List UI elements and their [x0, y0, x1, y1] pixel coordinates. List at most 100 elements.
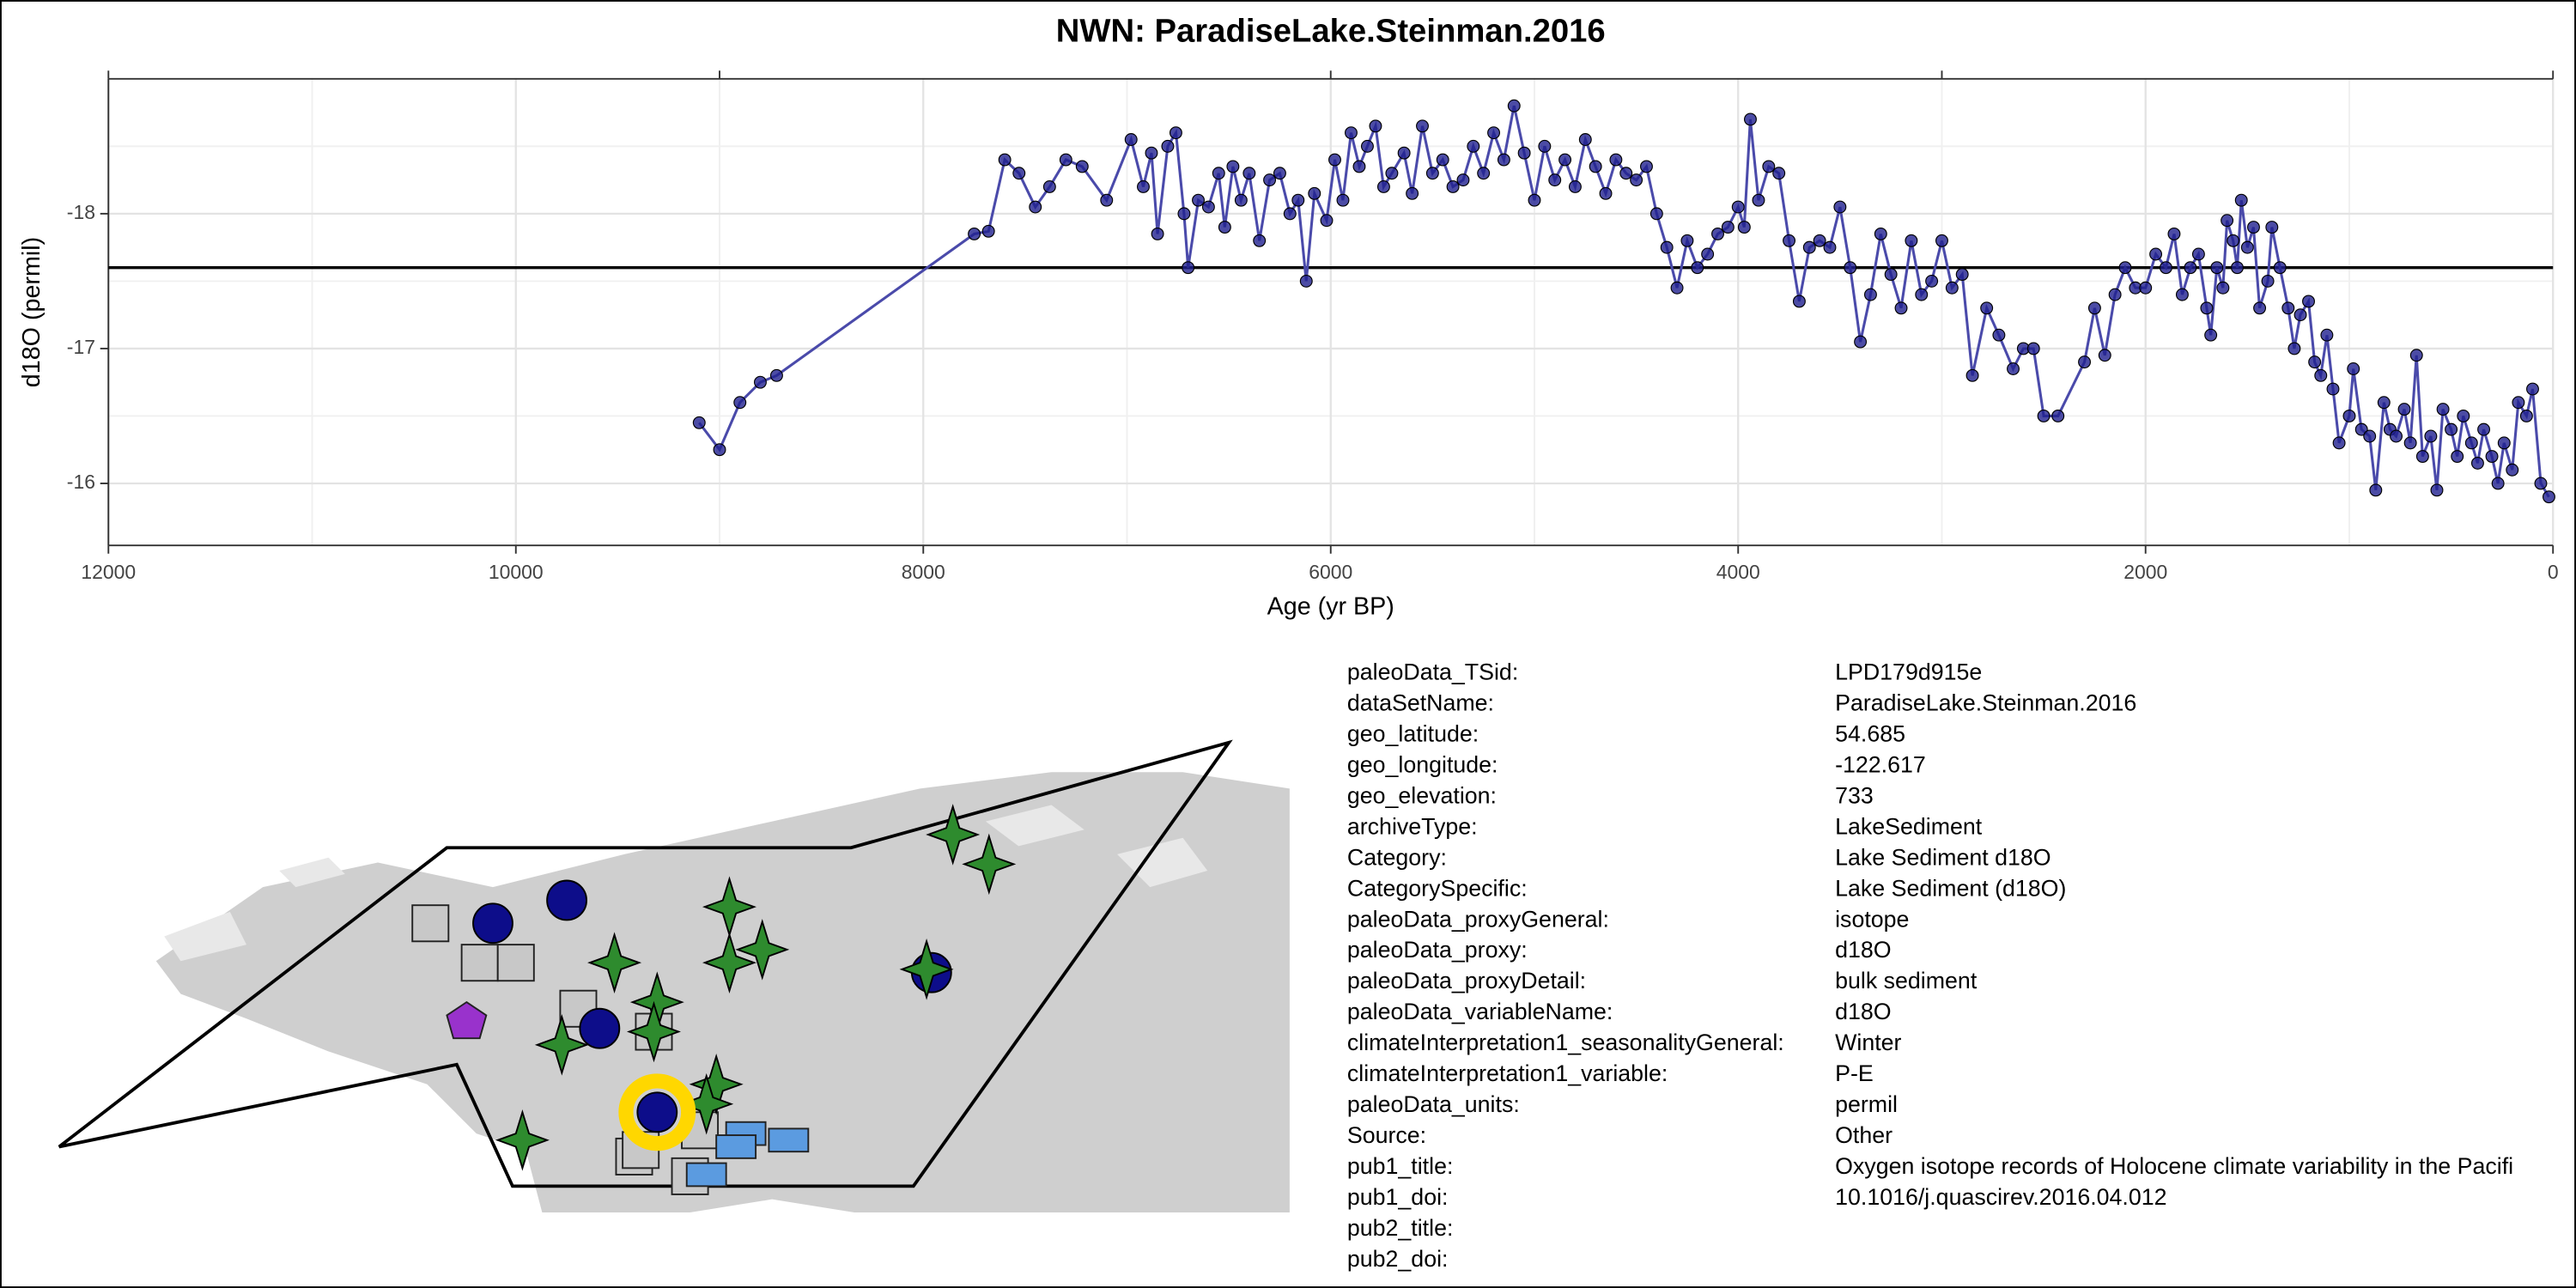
metadata-value: d18O — [1835, 937, 1891, 963]
data-point — [2216, 281, 2230, 295]
data-point — [2149, 247, 2163, 261]
data-point — [2464, 436, 2478, 450]
x-tick-label: 0 — [2548, 561, 2559, 583]
data-point — [1477, 167, 1491, 180]
data-point — [2293, 308, 2307, 322]
y-tick-label: -17 — [67, 336, 95, 358]
data-point — [1640, 160, 1653, 173]
metadata-value: permil — [1835, 1091, 1898, 1117]
data-point — [1308, 186, 1321, 200]
data-point — [1680, 234, 1694, 247]
metadata: paleoData_TSid: LPD179d915e dataSetName: Pa… — [1347, 659, 2513, 1272]
map-circle — [579, 1007, 621, 1049]
data-point — [2543, 490, 2555, 504]
data-point — [1397, 146, 1411, 160]
data-point — [2526, 382, 2539, 396]
data-point — [2247, 221, 2260, 234]
metadata-value: bulk sediment — [1835, 968, 1978, 993]
metadata-value: isotope — [1835, 906, 1909, 932]
data-point — [1336, 193, 1350, 207]
metadata-key: Category: — [1347, 844, 1447, 870]
metadata-key: pub1_title: — [1347, 1153, 1454, 1179]
map-square — [411, 904, 450, 943]
data-point — [1599, 186, 1613, 200]
metadata-key: paleoData_proxy: — [1347, 937, 1528, 963]
site-highlight — [618, 1073, 696, 1151]
data-point — [2200, 301, 2214, 315]
data-point — [1619, 167, 1633, 180]
map-pentagon — [446, 1000, 488, 1040]
x-tick-label: 6000 — [1309, 561, 1352, 583]
map-star — [702, 932, 756, 993]
data-point — [1980, 301, 1994, 315]
data-point — [2261, 274, 2275, 288]
data-point — [1177, 207, 1191, 221]
metadata-value: Lake Sediment (d18O) — [1835, 875, 2066, 901]
data-point — [2281, 301, 2295, 315]
data-point — [1029, 200, 1042, 214]
metadata-key: climateInterpretation1_seasonalityGenera… — [1347, 1030, 1784, 1055]
metadata-value: Other — [1835, 1122, 1893, 1148]
data-point — [1772, 167, 1786, 180]
data-point — [2363, 429, 2377, 443]
metadata-value: Lake Sediment d18O — [1835, 844, 2050, 870]
data-point — [1589, 160, 1602, 173]
data-point — [1802, 240, 1816, 254]
data-point — [1497, 153, 1510, 167]
data-point — [1863, 288, 1877, 301]
data-point — [2445, 422, 2458, 436]
data-point — [2287, 342, 2301, 355]
metadata-key: dataSetName: — [1347, 690, 1494, 715]
data-point — [2390, 429, 2403, 443]
data-point — [2457, 409, 2470, 422]
data-point — [2332, 436, 2346, 450]
map-rect — [715, 1134, 757, 1159]
data-point — [1124, 133, 1138, 146]
data-point — [1731, 200, 1745, 214]
x-tick-label: 10000 — [489, 561, 544, 583]
data-point — [1212, 167, 1225, 180]
data-point — [1935, 234, 1948, 247]
y-tick-label: -16 — [67, 471, 95, 493]
data-point — [1320, 214, 1334, 228]
metadata-value: -122.617 — [1835, 751, 1926, 777]
data-point — [1660, 240, 1674, 254]
data-point — [1813, 234, 1826, 247]
data-point — [1670, 281, 1684, 295]
data-point — [1568, 180, 1582, 193]
data-point — [1752, 193, 1765, 207]
data-point — [1905, 234, 1918, 247]
data-point — [2037, 409, 2050, 422]
data-point — [1446, 180, 1460, 193]
data-point — [1234, 193, 1248, 207]
data-point — [2342, 409, 2356, 422]
data-point — [2326, 382, 2340, 396]
metadata-key: pub1_doi: — [1347, 1184, 1449, 1210]
metadata-value: P-E — [1835, 1060, 1874, 1086]
chart-title: NWN: ParadiseLake.Steinman.2016 — [1056, 12, 1606, 49]
map-star — [626, 1000, 681, 1063]
map-star — [899, 939, 954, 1000]
data-point — [2175, 288, 2189, 301]
data-point — [753, 375, 767, 389]
data-point — [713, 443, 726, 457]
data-point — [2519, 409, 2533, 422]
metadata-key: archiveType: — [1347, 813, 1478, 839]
data-point — [1192, 193, 1205, 207]
data-point — [2108, 288, 2122, 301]
data-point — [1844, 261, 1857, 275]
data-point — [1385, 167, 1399, 180]
data-point — [998, 153, 1012, 167]
data-point — [1487, 126, 1501, 140]
x-tick-label: 4000 — [1716, 561, 1760, 583]
data-point — [2118, 261, 2132, 275]
x-axis-label: Age (yr BP) — [1267, 592, 1394, 620]
y-tick-label: -18 — [67, 201, 95, 223]
data-point — [2534, 477, 2548, 490]
data-point — [1283, 207, 1297, 221]
data-point — [1242, 167, 1256, 180]
metadata-key: Source: — [1347, 1122, 1426, 1148]
data-point — [2377, 396, 2391, 410]
data-point — [1507, 99, 1521, 112]
data-point — [1538, 139, 1552, 153]
